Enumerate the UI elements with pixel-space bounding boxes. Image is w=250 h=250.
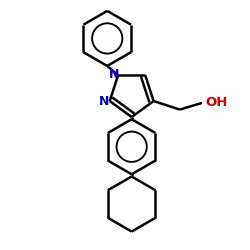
Text: OH: OH — [206, 96, 228, 108]
Text: N: N — [109, 68, 120, 81]
Text: N: N — [99, 94, 109, 108]
